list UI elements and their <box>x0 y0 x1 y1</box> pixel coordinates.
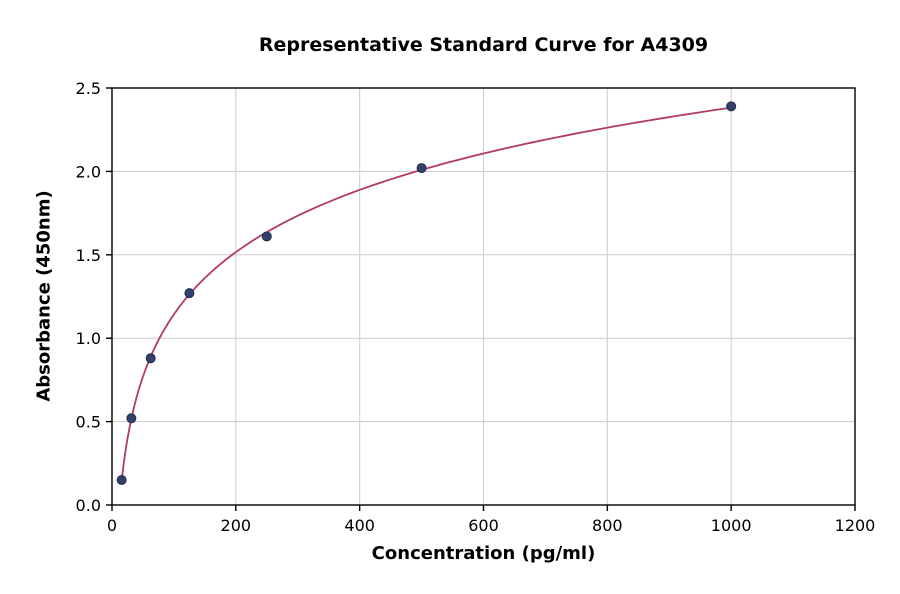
chart-title: Representative Standard Curve for A4309 <box>258 34 709 56</box>
data-point <box>126 413 137 424</box>
data-point <box>261 231 272 242</box>
x-tick-label: 400 <box>344 516 375 535</box>
data-point <box>116 474 127 485</box>
fitted-curve <box>120 106 732 482</box>
x-tick-label: 200 <box>221 516 252 535</box>
x-axis-label: Concentration (pg/ml) <box>371 543 596 564</box>
y-tick-label: 0.5 <box>76 413 101 432</box>
y-tick-label: 2.5 <box>76 79 101 98</box>
y-axis-label: Absorbance (450nm) <box>33 190 55 402</box>
x-tick-label: 1200 <box>835 516 876 535</box>
y-tick-label: 1.5 <box>76 246 101 265</box>
x-tick-label: 800 <box>592 516 623 535</box>
data-point <box>145 353 156 364</box>
x-tick-label: 1000 <box>711 516 752 535</box>
data-point <box>416 163 427 174</box>
y-tick-label: 1.0 <box>76 329 101 348</box>
y-tick-label: 2.0 <box>76 162 101 181</box>
x-tick-label: 600 <box>468 516 499 535</box>
data-point <box>184 288 195 299</box>
y-tick-label: 0.0 <box>76 496 101 515</box>
x-tick-label: 0 <box>107 516 117 535</box>
data-point <box>726 101 737 112</box>
